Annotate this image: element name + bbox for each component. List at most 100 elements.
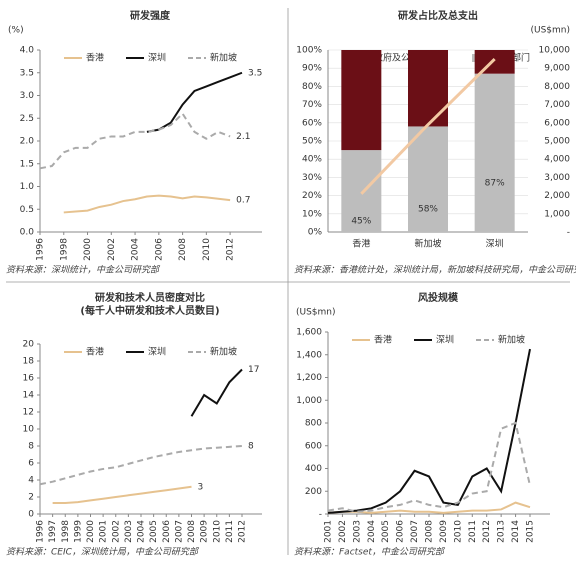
legend-label: 深圳 <box>148 53 166 64</box>
y-tick-label: - <box>319 510 322 520</box>
x-tick-label: 2011 <box>225 520 235 543</box>
x-tick-label: 2009 <box>200 520 210 543</box>
x-tick-label: 2006 <box>154 238 164 261</box>
y-tick-label: 18 <box>23 357 35 367</box>
y-tick-label: 8 <box>28 442 34 452</box>
x-tick-label: 新加坡 <box>414 238 441 250</box>
x-tick-label: 2000 <box>86 520 96 543</box>
y-tick-label: 4.0 <box>20 46 35 56</box>
y-tick-label: 0 <box>28 510 34 520</box>
data-label: 45% <box>351 217 371 227</box>
y-tick-label: 6 <box>28 459 34 469</box>
y-tick-label: 14 <box>23 391 35 401</box>
chart-title: 研发占比及总支出 <box>398 9 478 22</box>
source-note: 资料来源：深圳统计，中金公司研究部 <box>6 265 161 276</box>
y-tick-label: 10 <box>23 425 35 435</box>
bar-segment <box>474 50 515 74</box>
series-line <box>39 445 243 486</box>
source-note: 资料来源：CEIC，深圳统计局，中金公司研究部 <box>6 547 200 558</box>
y2-axis-label: (US$mn) <box>530 26 570 36</box>
y-tick-label: 1,000 <box>296 396 322 406</box>
y-tick-label: 600 <box>305 441 322 451</box>
end-label: 17 <box>248 365 259 375</box>
x-tick-label: 2004 <box>137 520 147 543</box>
chart-title: 研发强度 <box>130 9 171 22</box>
y-tick-label: 800 <box>305 419 322 429</box>
x-tick-label: 2003 <box>124 520 134 543</box>
x-tick-label: 2010 <box>212 520 222 543</box>
x-tick-label: 2010 <box>202 238 212 261</box>
y2-tick-label: 9,000 <box>544 64 570 74</box>
y-tick-label: 20 <box>23 340 35 350</box>
y-axis-label: (US$mn) <box>296 308 336 318</box>
legend-label: 香港 <box>86 346 104 358</box>
x-tick-label: 2004 <box>131 238 141 261</box>
y-tick-label: 200 <box>305 487 322 497</box>
x-tick-label: 2010 <box>453 520 463 543</box>
x-tick-label: 1996 <box>36 520 46 543</box>
x-tick-label: 2008 <box>178 238 188 261</box>
y-tick-label: 80% <box>302 82 322 92</box>
chart-title: 研发和技术人员密度对比 <box>95 291 205 304</box>
x-tick-label: 2006 <box>162 520 172 543</box>
x-tick-label: 2005 <box>149 520 159 543</box>
x-tick-label: 1998 <box>59 238 69 261</box>
y-tick-label: 60% <box>302 118 322 128</box>
chart-subtitle: (每千人中研发和技术人员数目) <box>80 304 219 317</box>
y-tick-label: 0.0 <box>20 228 35 238</box>
x-tick-label: 2001 <box>324 520 334 543</box>
chart-title: 风投规模 <box>418 291 459 304</box>
x-tick-label: 2012 <box>238 520 248 543</box>
y-tick-label: 10% <box>302 209 322 219</box>
legend-label: 香港 <box>86 52 104 64</box>
x-tick-label: 2008 <box>187 520 197 543</box>
x-tick-label: 2002 <box>111 520 121 543</box>
x-tick-label: 2012 <box>226 238 236 261</box>
bar-segment <box>408 50 448 127</box>
y2-tick-label: 10,000 <box>539 46 571 56</box>
y-tick-label: 0% <box>308 228 323 238</box>
end-label: 3 <box>198 482 204 492</box>
x-tick-label: 1998 <box>61 520 71 543</box>
x-tick-label: 2003 <box>352 520 362 543</box>
y-tick-label: 2 <box>28 493 34 503</box>
x-tick-label: 2005 <box>381 520 391 543</box>
y-tick-label: 2.0 <box>20 137 35 147</box>
legend-label: 深圳 <box>148 347 166 358</box>
y2-tick-label: 3,000 <box>544 173 570 183</box>
y2-tick-label: 4,000 <box>544 155 570 165</box>
y-tick-label: 100% <box>296 46 322 56</box>
x-tick-label: 深圳 <box>486 239 504 250</box>
y-tick-label: 1.5 <box>20 159 34 169</box>
y-tick-label: 1.0 <box>20 182 35 192</box>
legend-label: 新加坡 <box>210 346 237 358</box>
y-tick-label: 90% <box>302 64 322 74</box>
legend-label: 深圳 <box>436 335 454 346</box>
x-tick-label: 2004 <box>367 520 377 543</box>
series-line <box>146 71 243 133</box>
series-line <box>327 421 531 513</box>
x-tick-label: 2002 <box>338 520 348 543</box>
y-tick-label: 70% <box>302 100 322 110</box>
bar-segment <box>341 150 382 232</box>
series-line <box>190 368 243 417</box>
y-tick-label: 50% <box>302 137 322 147</box>
x-tick-label: 2012 <box>482 520 492 543</box>
y-tick-label: 1,400 <box>296 350 322 360</box>
data-label: 58% <box>418 205 438 215</box>
total-line <box>360 58 496 195</box>
x-tick-label: 2008 <box>425 520 435 543</box>
y-tick-label: 40% <box>302 155 322 165</box>
y2-tick-label: 8,000 <box>544 82 570 92</box>
y-tick-label: 12 <box>23 408 34 418</box>
x-tick-label: 2007 <box>174 520 184 543</box>
end-label: 0.7 <box>236 196 250 206</box>
y2-tick-label: 7,000 <box>544 100 570 110</box>
y-tick-label: 30% <box>302 173 322 183</box>
end-label: 8 <box>248 442 254 452</box>
series-line <box>39 112 231 170</box>
x-tick-label: 2013 <box>497 520 507 543</box>
source-note: 资料来源：香港统计处，深圳统计局，新加坡科技研究局，中金公司研究部 <box>294 265 576 276</box>
y-tick-label: 400 <box>305 464 322 474</box>
